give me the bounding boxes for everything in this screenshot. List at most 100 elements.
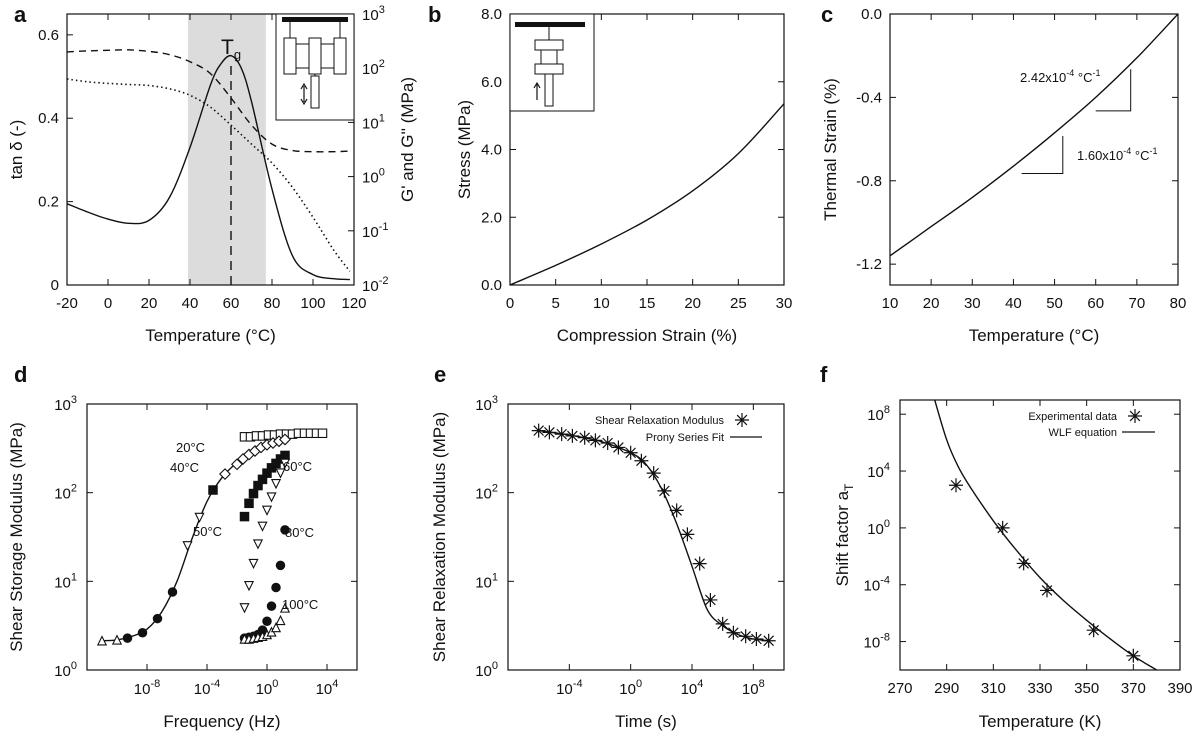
- x-tick-label: 0: [506, 295, 514, 312]
- slope-triangle: [1095, 69, 1132, 112]
- data-point: [738, 629, 753, 644]
- marker-circle: [266, 601, 277, 611]
- y-tick-label: 10-4: [864, 575, 890, 595]
- tg-shaded-region: [187, 14, 266, 285]
- legend-label: Experimental data: [1028, 411, 1118, 423]
- data-point: [565, 428, 580, 443]
- inset-rod: [544, 73, 554, 107]
- plot-frame: [66, 13, 355, 286]
- data-point: [270, 479, 282, 490]
- x-tick-label: 10-4: [194, 678, 220, 698]
- data-point: [111, 634, 123, 645]
- y-tick-label: -1.2: [856, 256, 882, 273]
- marker-triangle: [248, 558, 259, 570]
- x-tick-label: 10: [882, 295, 899, 312]
- series-group: [182, 512, 205, 552]
- tg-label: Tg: [221, 36, 241, 62]
- x-tick-label: 104: [316, 678, 339, 698]
- x-tick-label: 25: [730, 295, 747, 312]
- marker-diamond: [219, 468, 231, 481]
- data-point: [122, 633, 133, 643]
- x-tick-label: 70: [1129, 295, 1146, 312]
- data-point: [1086, 623, 1101, 638]
- y-tick-label: 10-8: [864, 632, 890, 652]
- x-axis-label: Frequency (Hz): [163, 712, 280, 731]
- y-axis-label: Shear Storage Modulus (MPa): [7, 422, 26, 652]
- data-point: [262, 616, 272, 626]
- x-tick-label: 40: [182, 295, 199, 312]
- series-group: [219, 468, 231, 481]
- data-point: [275, 468, 286, 479]
- panel-letter: a: [14, 2, 27, 27]
- panel-letter: c: [821, 2, 833, 27]
- x-tick-label: 20: [141, 295, 158, 312]
- x-axis-label: Time (s): [615, 712, 677, 731]
- marker-asterisk: [703, 592, 718, 607]
- y-axis-label: Shift factor aT: [833, 483, 856, 586]
- y2-tick-label: 101: [362, 112, 385, 132]
- temperature-label: 100°C: [282, 597, 318, 612]
- inset-platen: [534, 39, 564, 51]
- marker-circle: [271, 582, 281, 593]
- marker-triangle: [239, 603, 250, 614]
- temperature-label: 80°C: [285, 525, 314, 540]
- x-tick-label: 30: [964, 295, 981, 312]
- x-tick-label: 120: [341, 295, 366, 312]
- x-tick-label: 370: [1121, 680, 1146, 697]
- y-tick-label: 108: [867, 404, 890, 424]
- marker-circle: [122, 633, 133, 643]
- marker-circle: [137, 628, 148, 638]
- data-point: [219, 468, 231, 481]
- data-point: [680, 527, 695, 542]
- data-point: [194, 512, 205, 523]
- series-line: [509, 103, 785, 286]
- marker-triangle: [257, 521, 268, 532]
- inset-block: [308, 37, 322, 75]
- y-tick-label: 100: [54, 660, 77, 680]
- data-point: [270, 622, 282, 633]
- y-tick-label: 0.0: [481, 277, 502, 294]
- marker-asterisk: [1040, 583, 1054, 598]
- marker-asterisk: [692, 556, 707, 571]
- x-tick-label: 100: [300, 295, 325, 312]
- x-tick-label: 80: [1170, 295, 1187, 312]
- data-point: [577, 430, 592, 445]
- temperature-label: 40°C: [170, 460, 199, 475]
- series-group: [96, 634, 123, 646]
- x-tick-label: 350: [1074, 680, 1099, 697]
- series-group: [239, 458, 291, 614]
- inset-block: [283, 37, 297, 75]
- data-point: [611, 440, 626, 455]
- x-tick-label: 20: [923, 295, 940, 312]
- marker-asterisk: [588, 433, 603, 448]
- marker-asterisk: [657, 483, 672, 498]
- y-tick-label: 2.0: [481, 209, 502, 226]
- x-tick-label: -20: [56, 295, 78, 312]
- legend: Shear Relaxation Modulus Prony Series Fit: [595, 413, 762, 444]
- marker-asterisk: [1016, 556, 1031, 571]
- y-tick-label: 102: [54, 483, 77, 503]
- y-tick-label: 4.0: [481, 142, 502, 159]
- y-tick-label: -0.8: [856, 173, 882, 190]
- x-tick-label: 390: [1167, 680, 1192, 697]
- x-tick-label: 108: [742, 678, 765, 698]
- legend-label: WLF equation: [1049, 427, 1117, 439]
- marker-asterisk: [646, 466, 661, 481]
- panel-letter: b: [428, 2, 441, 27]
- panel-letter: d: [14, 362, 27, 387]
- panel-a: aTg-20 0 20 40 60 80 100 12000.20.40.610-210-11…: [7, 2, 417, 345]
- y2-tick-label: 103: [362, 4, 385, 24]
- data-point: [588, 433, 603, 448]
- data-point: [279, 433, 291, 446]
- marker-triangle: [270, 479, 282, 490]
- temperature-label: 60°C: [283, 459, 312, 474]
- data-point: [726, 625, 741, 640]
- x-tick-label: 310: [981, 680, 1006, 697]
- marker-triangle: [252, 539, 264, 550]
- marker-circle: [152, 613, 163, 624]
- double-arrow-icon: [300, 82, 308, 106]
- x-tick-label: 270: [887, 680, 912, 697]
- inset-block: [333, 37, 347, 75]
- x-tick-label: 60: [1087, 295, 1104, 312]
- data-point: [1016, 556, 1031, 571]
